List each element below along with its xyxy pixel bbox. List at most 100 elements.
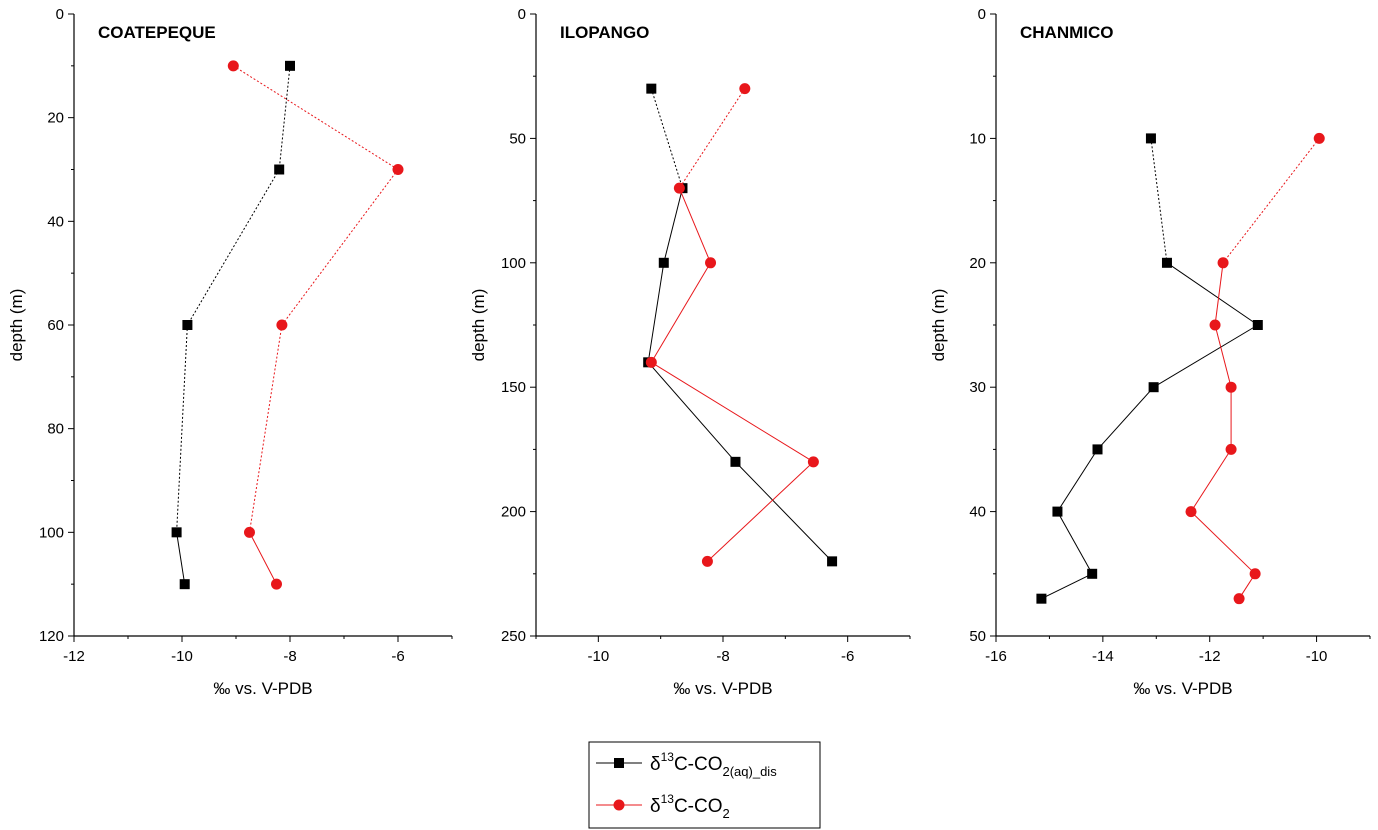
series-segment [1057,511,1093,575]
series-segment [1097,386,1154,450]
data-point-square [285,60,295,71]
data-point-circle [1249,568,1261,580]
series-segment [1150,138,1168,263]
x-tick-label: -6 [841,648,854,665]
series-segment [650,88,683,189]
x-axis-label: ‰ vs. V-PDB [1133,679,1232,698]
y-tick-label: 0 [56,6,64,23]
y-tick-label: 30 [969,379,986,396]
panel-ilopango: 0 50 100 150 200 250 -10 -8 -6 ‰ vs. V-PDB depth (… [469,6,911,698]
y-tick-label: 250 [501,628,526,645]
y-axis-label: depth (m) [929,289,948,362]
y-tick-label: 40 [47,213,64,230]
series-segment [1190,449,1232,512]
data-point-square [1052,506,1063,517]
series-segment [647,262,665,363]
data-point-circle [705,257,717,269]
series-co2-aq-dis [643,83,838,567]
legend-label-co2-aq-dis: δ13C-CO2(aq)_dis [650,750,777,779]
series-segment [233,65,399,170]
panel-coatepeque: 0 20 40 60 80 100 120 -12 -10 -8 -6 ‰ vs. V-PDB dept… [7,6,453,698]
data-point-square [658,257,669,268]
data-point-circle [1313,132,1325,144]
data-point-square [1161,257,1172,268]
y-tick-label: 20 [969,255,986,272]
y-tick-label: 100 [501,255,526,272]
x-axis-label: ‰ vs. V-PDB [213,679,312,698]
series-co2 [1185,132,1325,605]
series-segment [176,532,186,585]
y-tick-label: 0 [518,6,526,23]
x-tick-label: -10 [171,648,193,665]
y-tick-label: 100 [39,524,64,541]
data-point-square [179,579,190,590]
data-point-circle [701,555,713,567]
series-segment [1153,324,1259,388]
series-segment [735,461,833,562]
panel-title-ilopango: ILOPANGO [560,23,649,42]
data-point-square [274,164,285,175]
legend-marker-square-icon [614,758,624,768]
series-segment [1166,262,1259,326]
series-segment [249,532,277,585]
x-tick-label: -8 [716,648,729,665]
series-segment [647,361,736,463]
data-point-square [730,456,741,467]
series-segment [678,88,746,189]
data-point-circle [1233,593,1245,605]
data-point-square [1252,320,1263,330]
data-point-square [646,83,657,94]
x-tick-label: -6 [391,648,404,665]
x-tick-label: -10 [1306,648,1328,665]
data-point-circle [1225,443,1237,455]
legend-entry-co2-aq-dis: δ13C-CO2(aq)_dis [596,750,777,779]
data-point-circle [276,319,288,331]
data-point-circle [244,526,255,538]
y-tick-label: 0 [978,6,986,23]
data-point-square [1087,568,1098,579]
series-segment [281,169,399,326]
y-tick-label: 50 [969,628,986,645]
x-axis-label: ‰ vs. V-PDB [673,679,772,698]
series-segment [650,262,711,363]
legend-label-co2: δ13C-CO2 [650,792,730,821]
y-tick-label: 120 [39,628,64,645]
series-segment [186,169,280,326]
y-tick-label: 200 [501,504,526,521]
y-axis-label: depth (m) [7,289,26,362]
legend-marker-circle-icon [613,799,625,811]
y-tick-label: 80 [47,421,64,438]
panel-title-coatepeque: COATEPEQUE [98,23,216,42]
data-point-circle [1209,319,1221,331]
series-segment [1214,324,1232,388]
series-co2-aq-dis [1036,133,1263,604]
data-point-circle [271,578,282,590]
series-segment [663,188,683,263]
x-tick-label: -14 [1092,648,1114,665]
series-segment [678,187,711,263]
data-point-circle [392,164,404,175]
x-tick-label: -12 [63,648,85,665]
data-point-square [1145,133,1156,144]
series-segment [278,65,291,170]
data-point-circle [1217,257,1229,269]
series-segment [1041,573,1093,600]
data-point-square [827,556,838,567]
series-co2-aq-dis [171,60,295,590]
x-tick-label: -12 [1199,648,1221,665]
data-point-circle [227,60,239,72]
x-tick-label: -10 [587,648,609,665]
series-co2 [645,83,819,567]
data-point-circle [739,83,751,95]
x-tick-label: -8 [283,648,296,665]
data-point-circle [1185,506,1197,518]
series-segment [176,324,188,533]
y-tick-label: 20 [47,110,64,127]
y-axis-label: depth (m) [469,289,488,362]
series-segment [651,361,814,463]
series-segment [249,324,283,533]
y-tick-label: 40 [969,504,986,521]
data-point-square [1036,593,1047,604]
legend: δ13C-CO2(aq)_dis δ13C-CO2 [588,741,821,829]
